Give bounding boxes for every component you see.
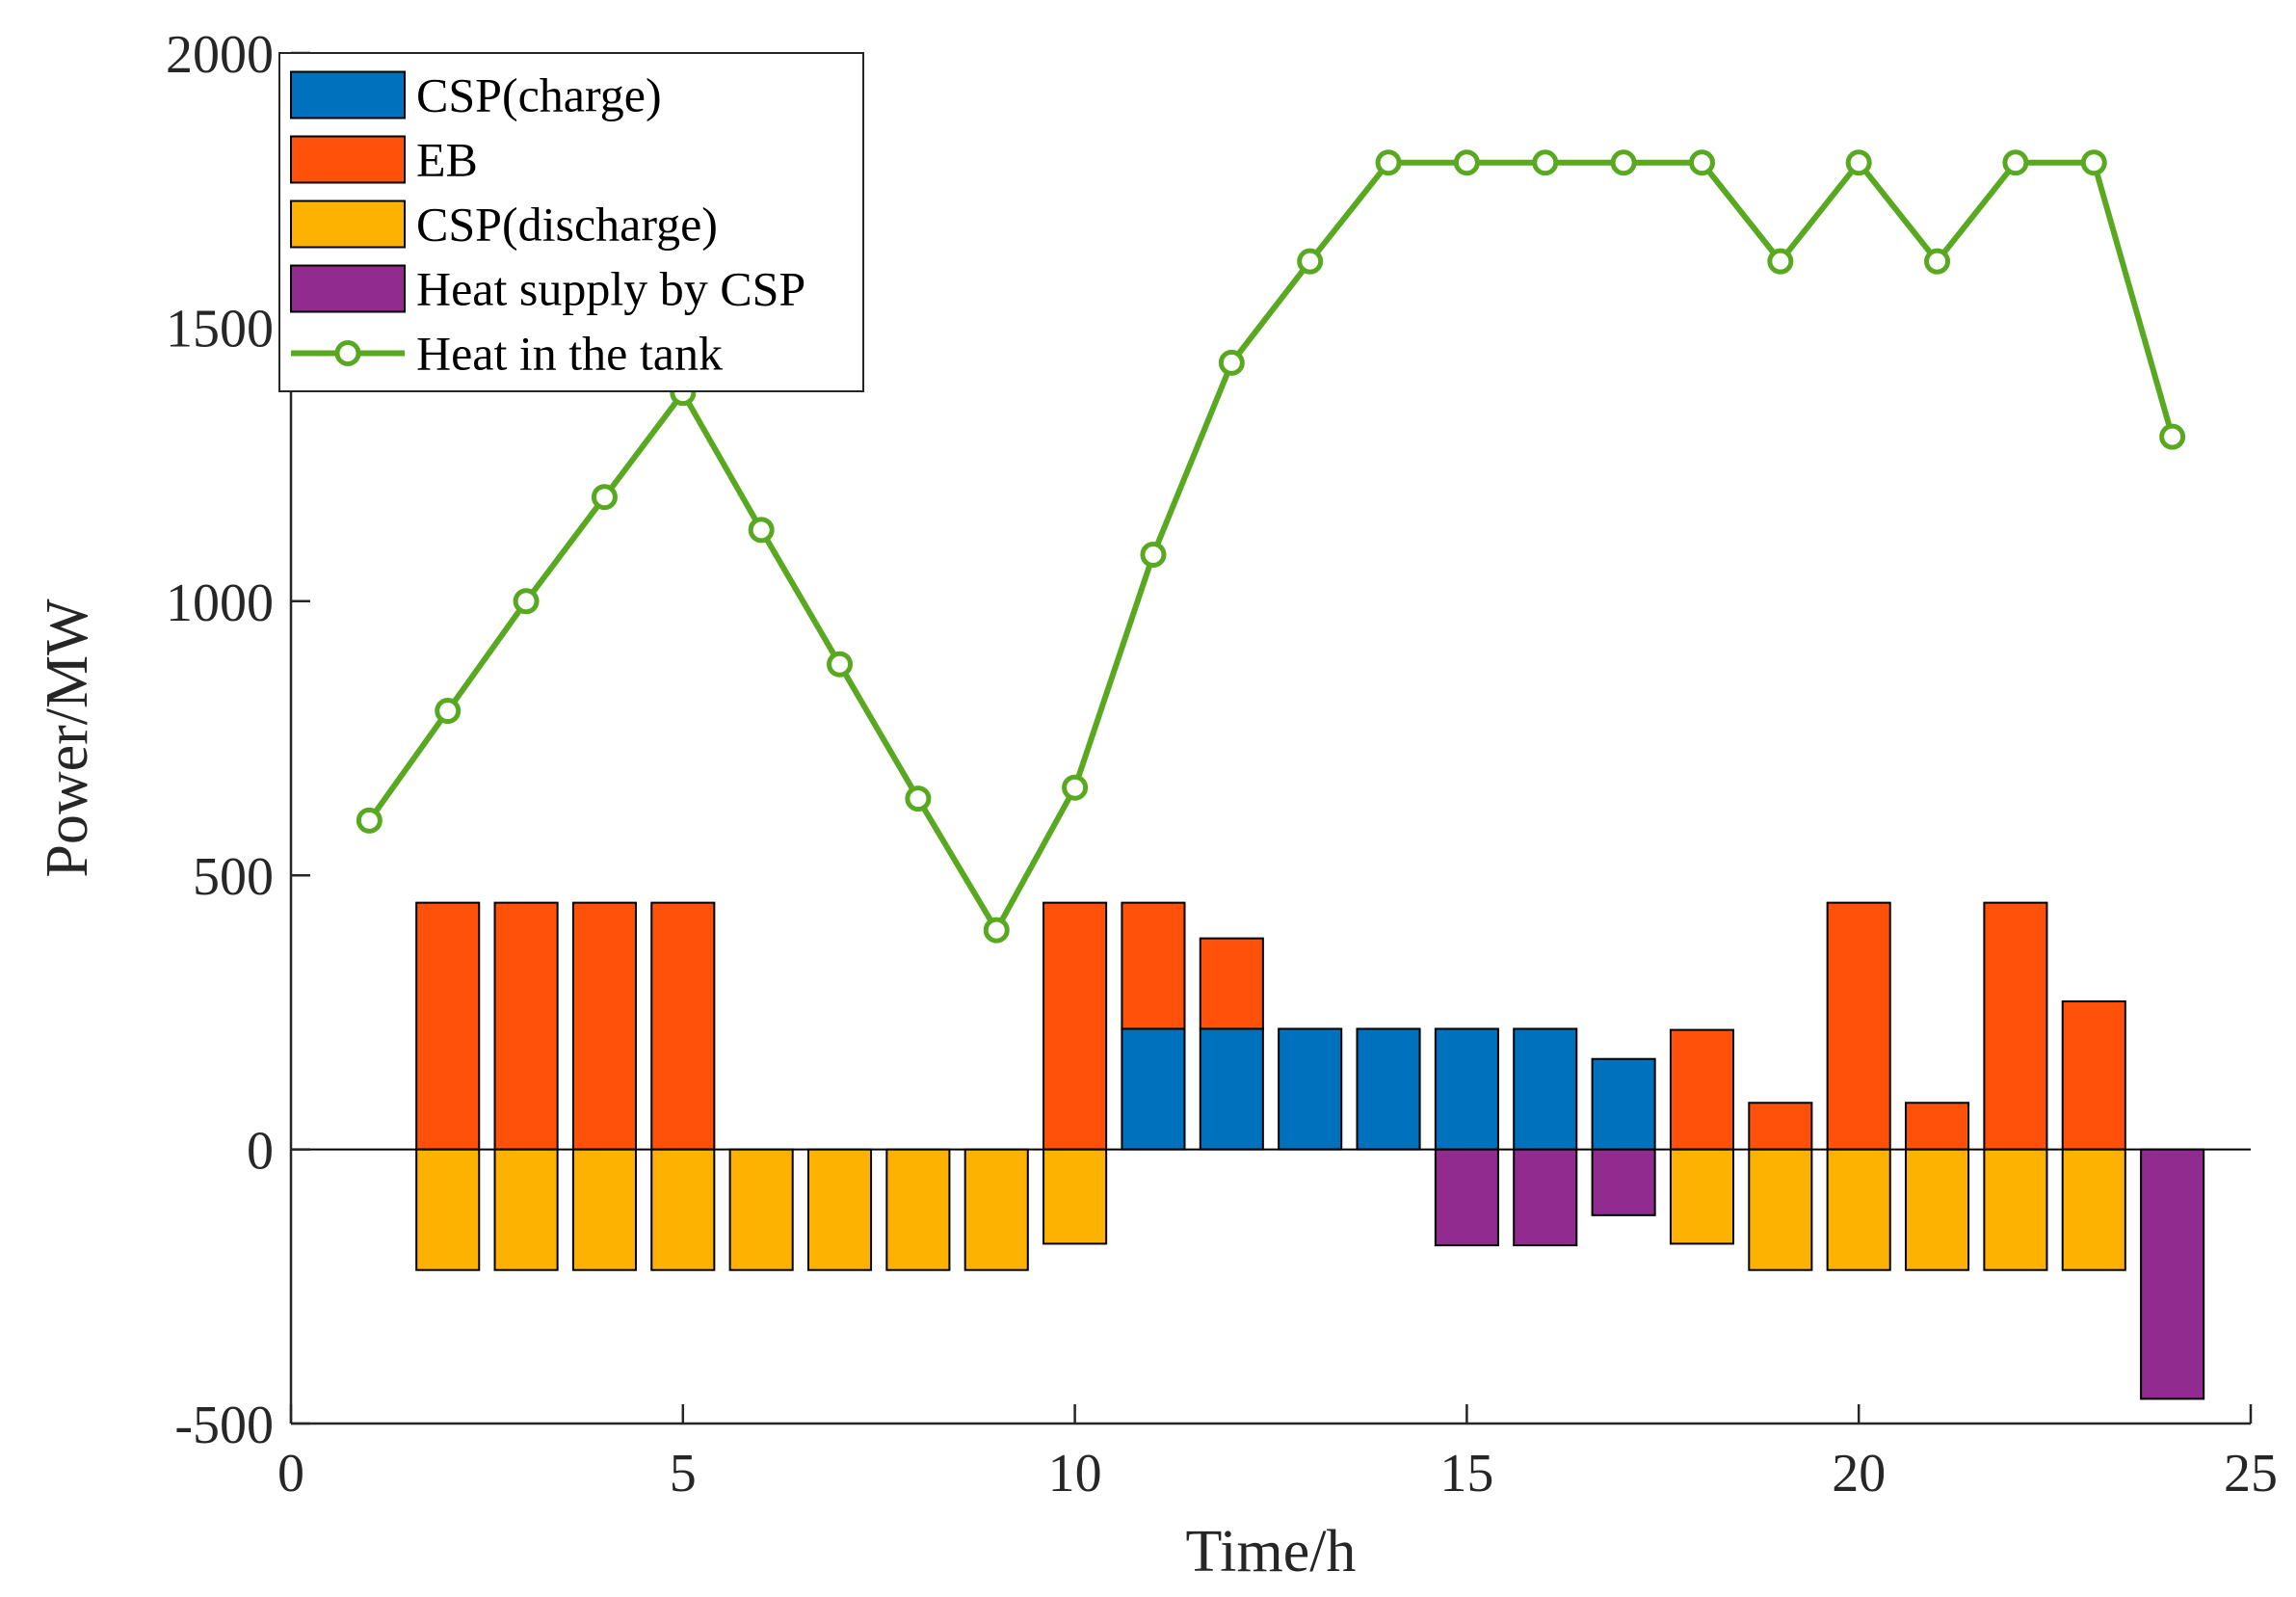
bar-series-0-t14 <box>1356 1027 1421 1151</box>
legend-swatch-2 <box>290 200 406 249</box>
y-tick-label-500: 500 <box>193 847 274 907</box>
bar-series-2-t18 <box>1669 1148 1735 1245</box>
legend-label-0: CSP(charge) <box>416 68 662 122</box>
y-tick-label-1500: 1500 <box>166 299 274 359</box>
bar-series-1-t21 <box>1905 1102 1970 1151</box>
y-tick-label-2000: 2000 <box>166 25 274 85</box>
x-tick-label-10: 10 <box>1048 1444 1102 1504</box>
x-tick-label-20: 20 <box>1832 1444 1886 1504</box>
bar-series-1-t20 <box>1826 901 1891 1151</box>
bar-series-2-t10 <box>1042 1148 1108 1245</box>
x-axis-title: Time/h <box>1186 1519 1357 1584</box>
bar-series-1-t23 <box>2061 1000 2126 1151</box>
bar-series-1-t4 <box>571 901 637 1151</box>
bar-series-1-t11 <box>1121 901 1186 1030</box>
bar-series-1-t19 <box>1748 1102 1813 1151</box>
bar-series-2-t20 <box>1826 1148 1891 1271</box>
line-point-t7 <box>827 651 854 678</box>
legend-label-1: EB <box>416 133 478 187</box>
bar-series-1-t18 <box>1669 1028 1735 1151</box>
bar-series-1-t22 <box>1983 901 2048 1151</box>
bar-series-3-t24 <box>2140 1148 2205 1400</box>
x-tick-label-5: 5 <box>670 1444 697 1504</box>
line-point-t8 <box>905 785 932 812</box>
line-point-t1 <box>356 807 383 834</box>
line-point-t3 <box>513 588 540 615</box>
line-point-t13 <box>1297 248 1324 275</box>
line-point-t21 <box>1924 248 1951 275</box>
legend-label-2: CSP(discharge) <box>416 198 718 252</box>
bar-series-3-t16 <box>1513 1148 1578 1247</box>
legend: CSP(charge) EB CSP(discharge) Heat supply b… <box>278 52 864 392</box>
bar-series-2-t7 <box>806 1148 873 1271</box>
line-point-t10 <box>1062 774 1089 801</box>
bars-layer <box>415 901 2205 1400</box>
line-point-t15 <box>1453 149 1480 176</box>
line-point-t9 <box>983 917 1010 944</box>
line-point-t19 <box>1767 248 1794 275</box>
bar-series-3-t15 <box>1434 1148 1499 1247</box>
bar-series-2-t19 <box>1748 1148 1813 1271</box>
line-point-t17 <box>1610 149 1637 176</box>
line-point-t11 <box>1140 541 1167 568</box>
y-tick-label-0: 0 <box>247 1122 274 1182</box>
axes-layer: 0 5 10 15 20 25-5000500100015002000Time/hPowe… <box>35 25 2278 1584</box>
bar-series-0-t16 <box>1513 1027 1578 1151</box>
y-axis-title: Power/MW <box>35 599 100 878</box>
bar-series-0-t17 <box>1591 1057 1656 1151</box>
legend-label-4: Heat in the tank <box>416 327 723 381</box>
bar-series-3-t17 <box>1591 1148 1656 1216</box>
bar-series-2-t2 <box>415 1148 481 1271</box>
line-layer <box>356 149 2186 944</box>
legend-swatch-3 <box>290 264 406 313</box>
line-point-t4 <box>591 484 618 511</box>
bar-series-1-t3 <box>493 901 559 1151</box>
x-tick-label-15: 15 <box>1439 1444 1493 1504</box>
bar-series-0-t11 <box>1121 1027 1186 1151</box>
bar-series-2-t4 <box>571 1148 637 1271</box>
bar-series-0-t13 <box>1278 1027 1343 1151</box>
bar-series-0-t15 <box>1434 1027 1499 1151</box>
legend-swatch-marker-4 <box>334 340 361 366</box>
bar-series-0-t12 <box>1199 1027 1264 1151</box>
bar-series-2-t3 <box>493 1148 559 1271</box>
legend-swatch-0 <box>290 70 406 120</box>
line-point-t24 <box>2159 423 2186 450</box>
line-point-t12 <box>1218 349 1245 376</box>
bar-series-1-t12 <box>1199 937 1264 1030</box>
legend-label-3: Heat supply by CSP <box>416 262 805 316</box>
line-point-t20 <box>1845 149 1872 176</box>
y-tick-label-1000: 1000 <box>166 573 274 633</box>
legend-swatch-1 <box>290 135 406 184</box>
bar-series-2-t9 <box>963 1148 1029 1271</box>
bar-series-2-t5 <box>650 1148 716 1271</box>
line-series-0 <box>366 159 2176 934</box>
line-point-t18 <box>1688 149 1715 176</box>
bar-series-1-t2 <box>415 901 481 1151</box>
line-point-t22 <box>2002 149 2029 176</box>
x-tick-label-0: 0 <box>277 1444 304 1504</box>
line-point-t14 <box>1375 149 1402 176</box>
line-point-t16 <box>1532 149 1559 176</box>
bar-series-2-t8 <box>885 1148 951 1271</box>
bar-series-1-t10 <box>1042 901 1108 1151</box>
bar-series-2-t21 <box>1905 1148 1970 1271</box>
bar-series-2-t22 <box>1983 1148 2048 1271</box>
x-tick-label-25: 25 <box>2224 1444 2278 1504</box>
line-point-t23 <box>2080 149 2107 176</box>
bar-series-2-t23 <box>2061 1148 2126 1271</box>
line-point-t2 <box>435 698 462 725</box>
bar-series-1-t5 <box>650 901 716 1151</box>
line-point-t6 <box>748 517 775 544</box>
y-tick-label--500: -500 <box>174 1396 274 1455</box>
bar-series-2-t6 <box>728 1148 794 1271</box>
